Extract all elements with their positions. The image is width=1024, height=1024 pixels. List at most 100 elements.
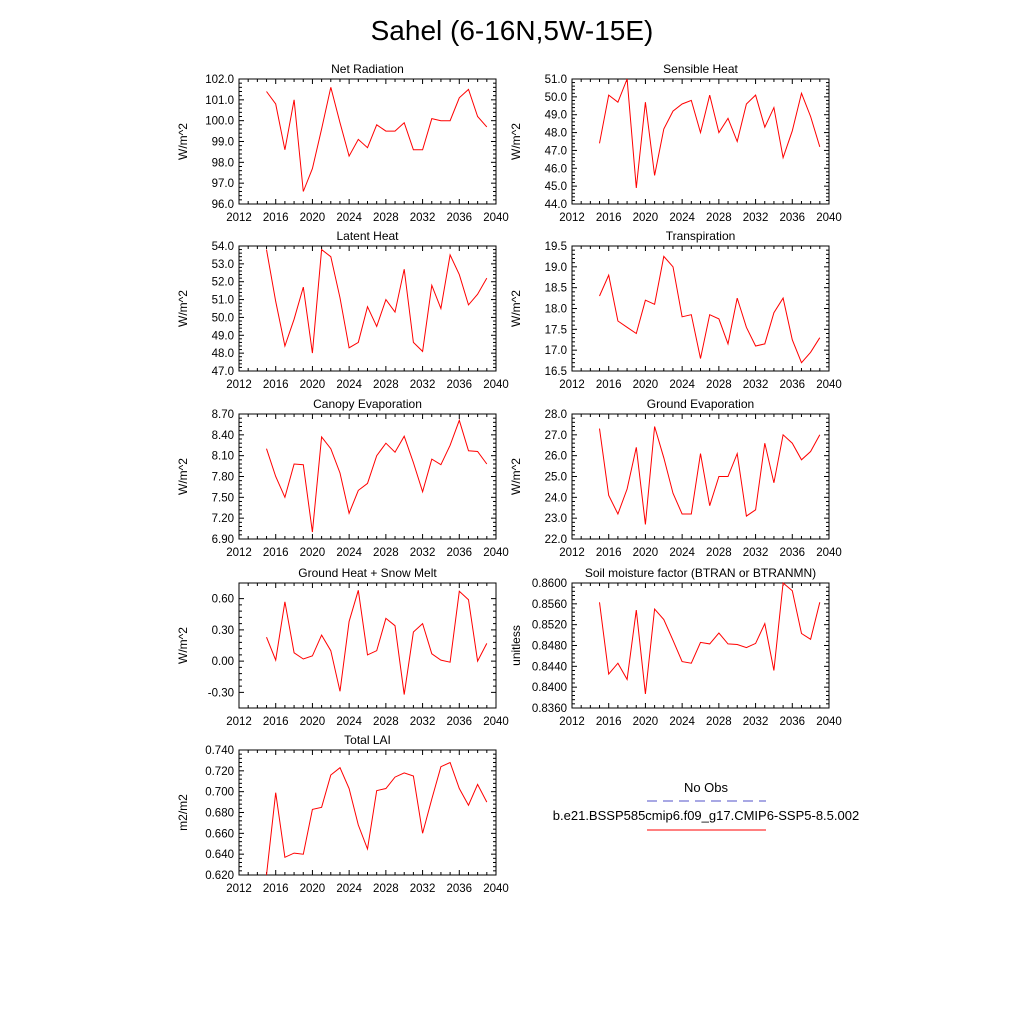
y-tick-label: 52.0 — [212, 277, 234, 289]
legend-obs-label: No Obs — [684, 780, 729, 795]
panel-6: Ground Evaporation W/m^2 2012 2016 2020 2024 2… — [509, 397, 842, 559]
x-tick-label: 2036 — [446, 212, 472, 224]
y-tick-label: 19.0 — [545, 262, 567, 274]
x-tick-label: 2032 — [743, 716, 769, 728]
x-tick-label: 2012 — [226, 547, 252, 559]
plot-frame — [571, 413, 830, 540]
y-tick-label: 0.8480 — [532, 641, 567, 653]
x-tick-label: 2012 — [559, 212, 585, 224]
y-tick-label: 28.0 — [545, 409, 567, 421]
series-line — [599, 78, 821, 188]
x-tick-label: 2036 — [446, 716, 472, 728]
y-tick-label: 100.0 — [205, 116, 234, 128]
x-tick-label: 2020 — [300, 212, 326, 224]
y-tick-label: 16.5 — [545, 366, 567, 378]
x-tick-label: 2024 — [336, 547, 362, 559]
y-tick-label: 47.0 — [545, 145, 567, 157]
x-tick-label: 2028 — [373, 212, 399, 224]
y-axis-label: W/m^2 — [176, 458, 190, 495]
y-tick-label: 49.0 — [212, 330, 234, 342]
x-tick-label: 2016 — [263, 547, 289, 559]
x-tick-label: 2016 — [596, 547, 622, 559]
y-axis-label: W/m^2 — [176, 627, 190, 664]
x-tick-label: 2024 — [336, 212, 362, 224]
y-tick-label: 47.0 — [212, 366, 234, 378]
x-tick-label: 2036 — [779, 716, 805, 728]
x-tick-label: 2036 — [779, 547, 805, 559]
y-tick-label: 102.0 — [205, 74, 234, 86]
y-tick-label: 18.0 — [545, 304, 567, 316]
x-tick-label: 2024 — [669, 212, 695, 224]
x-tick-label: 2032 — [410, 716, 436, 728]
y-tick-label: 0.8360 — [532, 703, 567, 715]
y-tick-label: 22.0 — [545, 534, 567, 546]
x-tick-label: 2012 — [226, 379, 252, 391]
x-tick-label: 2024 — [669, 379, 695, 391]
y-tick-label: 44.0 — [545, 199, 567, 211]
x-tick-label: 2024 — [669, 716, 695, 728]
series-line — [599, 582, 821, 694]
x-tick-label: 2036 — [446, 379, 472, 391]
y-tick-label: 48.0 — [212, 348, 234, 360]
x-tick-label: 2040 — [483, 379, 509, 391]
x-tick-label: 2016 — [596, 716, 622, 728]
x-tick-label: 2040 — [816, 212, 842, 224]
y-axis-label: W/m^2 — [509, 123, 523, 160]
y-tick-label: 8.10 — [212, 451, 234, 463]
x-tick-label: 2036 — [779, 212, 805, 224]
y-tick-label: 0.700 — [205, 787, 234, 799]
x-tick-label: 2028 — [373, 716, 399, 728]
y-tick-label: 0.8520 — [532, 620, 567, 632]
x-tick-label: 2012 — [226, 883, 252, 895]
x-tick-label: 2028 — [373, 547, 399, 559]
panel-title: Soil moisture factor (BTRAN or BTRANMN) — [585, 566, 816, 580]
x-tick-label: 2024 — [336, 883, 362, 895]
plot-frame — [571, 78, 830, 205]
x-tick-label: 2016 — [263, 212, 289, 224]
x-tick-label: 2028 — [706, 716, 732, 728]
x-tick-label: 2032 — [743, 547, 769, 559]
panel-title: Ground Heat + Snow Melt — [298, 566, 437, 580]
figure-title: Sahel (6-16N,5W-15E) — [371, 15, 654, 46]
panel-title: Total LAI — [344, 733, 391, 747]
legend: No Obs b.e21.BSSP585cmip6.f09_g17.CMIP6-… — [553, 780, 859, 831]
series-line — [266, 590, 488, 695]
y-tick-label: 53.0 — [212, 259, 234, 271]
x-tick-label: 2028 — [373, 883, 399, 895]
x-tick-label: 2040 — [483, 716, 509, 728]
x-tick-label: 2024 — [669, 547, 695, 559]
y-tick-label: 0.8440 — [532, 661, 567, 673]
panel-8: Soil moisture factor (BTRAN or BTRANMN) u… — [509, 566, 842, 728]
y-tick-label: 8.70 — [212, 409, 234, 421]
y-tick-label: 99.0 — [212, 137, 234, 149]
y-tick-label: 101.0 — [205, 95, 234, 107]
x-tick-label: 2040 — [816, 379, 842, 391]
panel-title: Sensible Heat — [663, 62, 738, 76]
panel-title: Transpiration — [666, 229, 736, 243]
x-tick-label: 2024 — [336, 379, 362, 391]
y-tick-label: 0.00 — [212, 656, 234, 668]
panel-5: Canopy Evaporation W/m^2 2012 2016 2020 2024 2… — [176, 397, 509, 559]
x-tick-label: 2028 — [706, 379, 732, 391]
panel-title: Canopy Evaporation — [313, 397, 422, 411]
x-tick-label: 2012 — [226, 716, 252, 728]
y-tick-label: 24.0 — [545, 492, 567, 504]
x-tick-label: 2016 — [263, 379, 289, 391]
y-tick-label: 26.0 — [545, 451, 567, 463]
x-tick-label: 2040 — [483, 212, 509, 224]
y-tick-label: 97.0 — [212, 178, 234, 190]
y-tick-label: 46.0 — [545, 163, 567, 175]
y-tick-label: 51.0 — [545, 74, 567, 86]
legend-model-label: b.e21.BSSP585cmip6.f09_g17.CMIP6-SSP5-8.… — [553, 808, 859, 823]
panel-1: Net Radiation W/m^2 2012 2016 2020 2024 2028 20… — [176, 62, 509, 224]
x-tick-label: 2036 — [446, 547, 472, 559]
x-tick-label: 2012 — [559, 379, 585, 391]
panel-9: Total LAI m2/m2 2012 2016 2020 2024 2028 2032 20… — [176, 733, 509, 895]
y-tick-label: 25.0 — [545, 472, 567, 484]
plot-frame — [238, 413, 497, 540]
x-tick-label: 2012 — [559, 547, 585, 559]
y-tick-label: 23.0 — [545, 513, 567, 525]
y-tick-label: 48.0 — [545, 128, 567, 140]
plot-frame — [238, 749, 497, 876]
